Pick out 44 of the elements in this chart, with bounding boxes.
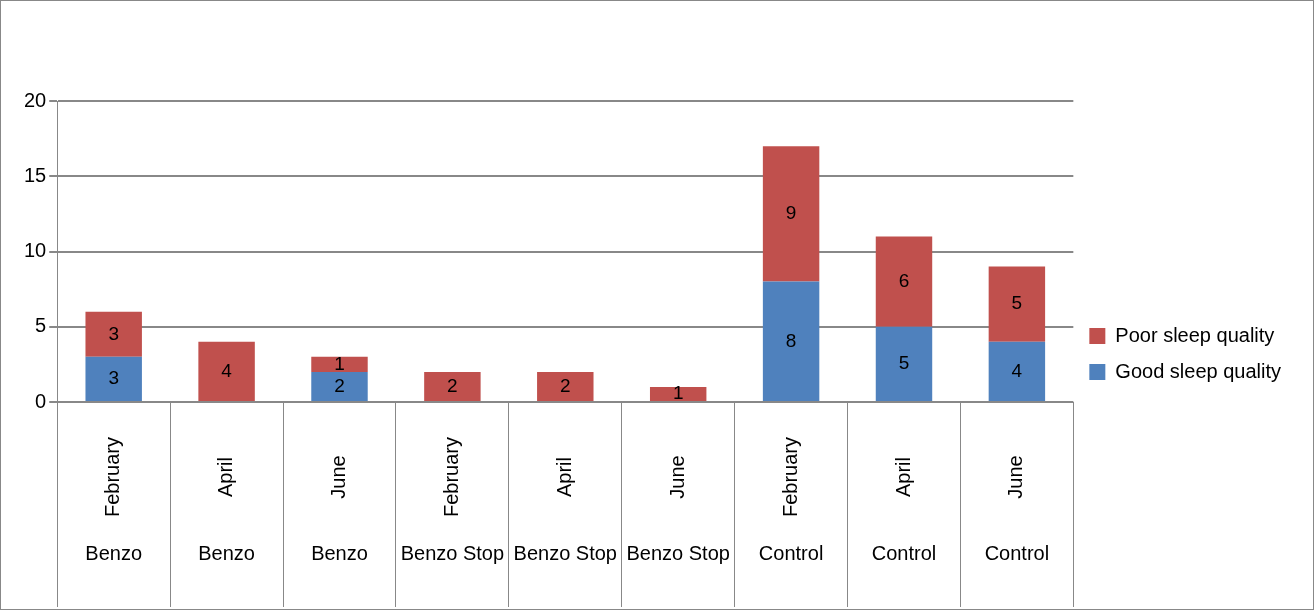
bar xyxy=(649,386,707,401)
category-label: February Control xyxy=(758,436,824,564)
legend-label: Poor sleep quality xyxy=(1115,323,1275,346)
y-tick-label: 0 xyxy=(35,389,47,412)
category-label: April Benzo xyxy=(198,456,255,564)
legend-label: Good sleep quality xyxy=(1115,359,1282,382)
bar xyxy=(424,371,481,401)
bar xyxy=(875,326,933,401)
data-label: 6 xyxy=(898,269,910,291)
bar xyxy=(311,371,368,401)
data-label: 2 xyxy=(560,374,571,396)
data-label: 2 xyxy=(447,374,458,396)
y-tick-label: 10 xyxy=(24,239,47,262)
bar xyxy=(875,236,933,327)
bar xyxy=(537,371,594,401)
data-label: 4 xyxy=(221,359,233,381)
category-label: June Benzo Stop xyxy=(626,455,730,564)
bar xyxy=(198,341,255,401)
category-label: June Benzo xyxy=(311,455,368,564)
bar xyxy=(85,356,142,401)
bar xyxy=(762,146,820,282)
data-label: 5 xyxy=(1011,292,1023,314)
data-label: 1 xyxy=(672,382,684,404)
y-tick-label: 5 xyxy=(35,314,47,337)
bar xyxy=(762,281,820,401)
category-label: April Control xyxy=(871,456,937,564)
data-label: 5 xyxy=(898,352,910,374)
bar xyxy=(85,311,142,357)
data-label: 2 xyxy=(334,374,345,396)
category-label: April Benzo Stop xyxy=(513,456,617,564)
data-label: 4 xyxy=(1011,359,1023,381)
bar xyxy=(311,356,368,372)
y-tick-label: 20 xyxy=(24,88,47,111)
category-label: February Benzo Stop xyxy=(400,436,505,564)
bar xyxy=(988,341,1046,401)
data-label: 1 xyxy=(334,352,345,374)
data-label: 8 xyxy=(785,329,797,351)
data-label: 3 xyxy=(108,367,119,389)
y-tick-label: 15 xyxy=(24,163,47,186)
category-label: February Benzo xyxy=(85,436,143,564)
category-label: June Control xyxy=(984,455,1050,564)
data-label: 9 xyxy=(785,202,797,224)
data-label: 3 xyxy=(108,322,119,344)
bar xyxy=(988,266,1046,342)
